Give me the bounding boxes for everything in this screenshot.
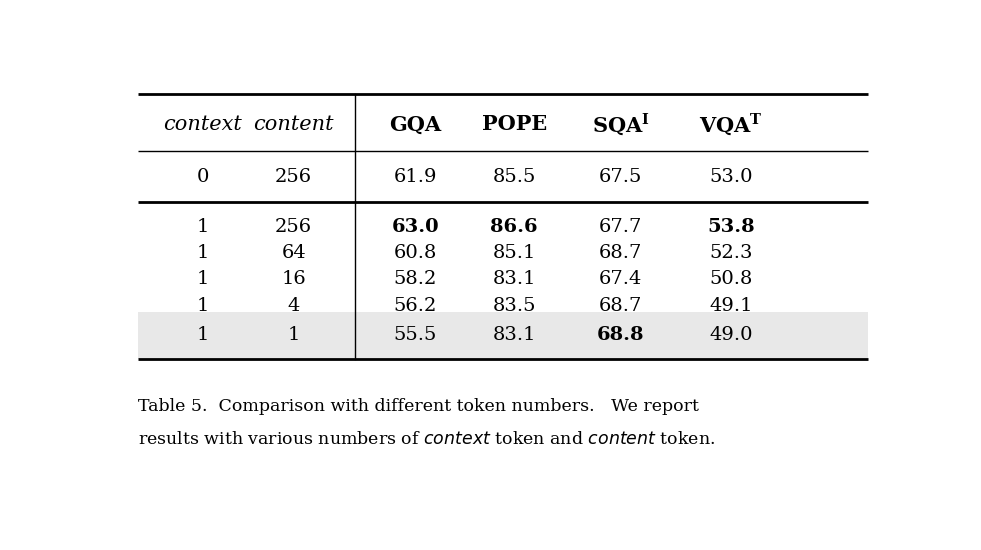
Text: 60.8: 60.8 [393,244,437,262]
Text: results with various numbers of $\it{context}$ token and $\it{content}$ token.: results with various numbers of $\it{con… [137,432,715,448]
Text: 53.8: 53.8 [707,218,754,236]
Text: 61.9: 61.9 [393,168,438,186]
Text: SQA$^\mathregular{I}$: SQA$^\mathregular{I}$ [592,111,649,138]
Text: 67.7: 67.7 [599,218,643,236]
Text: 256: 256 [275,168,312,186]
Text: GQA: GQA [389,114,441,134]
Text: 49.1: 49.1 [709,296,752,315]
Text: content: content [253,115,334,134]
Text: 52.3: 52.3 [709,244,752,262]
Text: 1: 1 [196,218,209,236]
Text: 83.1: 83.1 [492,326,536,344]
Text: 1: 1 [287,326,300,344]
Text: 63.0: 63.0 [391,218,439,236]
Text: 55.5: 55.5 [393,326,437,344]
Text: 0: 0 [196,168,209,186]
Text: POPE: POPE [482,114,546,134]
Text: 16: 16 [282,271,306,288]
FancyBboxPatch shape [137,312,868,359]
Text: 83.1: 83.1 [492,271,536,288]
Text: 67.4: 67.4 [599,271,643,288]
Text: 1: 1 [196,326,209,344]
Text: 68.7: 68.7 [599,244,643,262]
Text: 50.8: 50.8 [709,271,752,288]
Text: 4: 4 [287,296,300,315]
Text: 64: 64 [282,244,306,262]
Text: 68.8: 68.8 [596,326,645,344]
Text: Table 5.  Comparison with different token numbers.   We report: Table 5. Comparison with different token… [137,398,698,415]
Text: VQA$^\mathregular{T}$: VQA$^\mathregular{T}$ [699,111,762,138]
Text: 83.5: 83.5 [492,296,536,315]
Text: 49.0: 49.0 [709,326,752,344]
Text: 56.2: 56.2 [393,296,437,315]
Text: 68.7: 68.7 [599,296,643,315]
Text: 1: 1 [196,296,209,315]
Text: context: context [163,115,242,134]
Text: 1: 1 [196,271,209,288]
Text: 53.0: 53.0 [709,168,752,186]
Text: 86.6: 86.6 [490,218,538,236]
Text: 256: 256 [275,218,312,236]
Text: 1: 1 [196,244,209,262]
Text: 85.1: 85.1 [492,244,536,262]
Text: 67.5: 67.5 [599,168,643,186]
Text: 85.5: 85.5 [492,168,536,186]
Text: 58.2: 58.2 [393,271,437,288]
